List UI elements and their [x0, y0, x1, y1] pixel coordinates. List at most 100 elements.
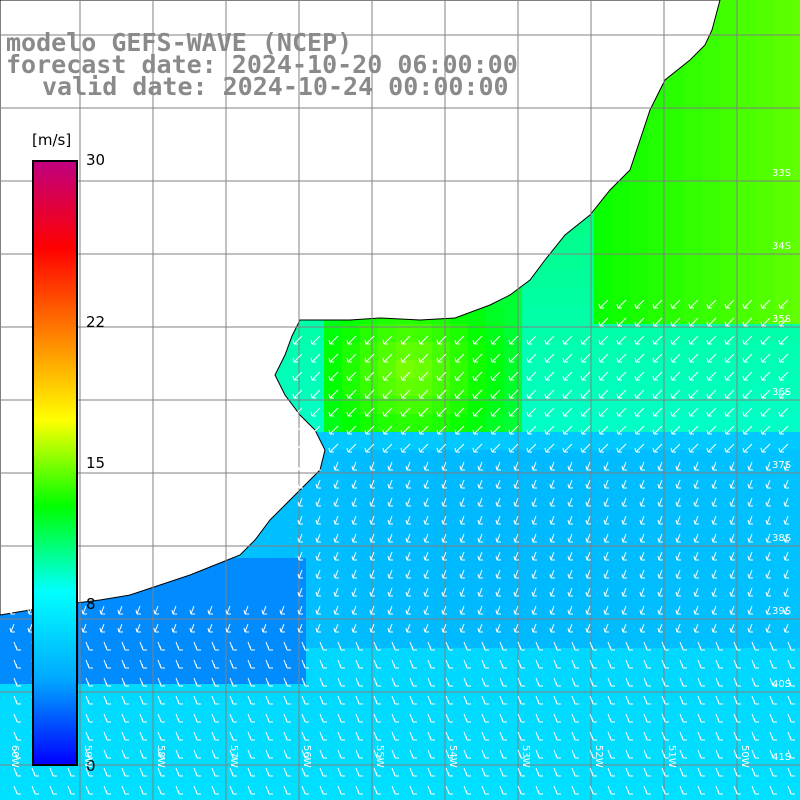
wind-arrow: [625, 713, 633, 723]
wind-arrow: [765, 551, 771, 561]
wind-arrow: [423, 587, 429, 597]
wind-arrow: [423, 497, 429, 507]
wind-arrow: [279, 605, 285, 615]
wind-arrow: [301, 731, 309, 741]
wind-arrow: [364, 407, 375, 417]
wind-arrow: [297, 587, 303, 597]
wind-arrow: [337, 767, 345, 777]
wind-arrow: [553, 785, 561, 795]
wind-arrow: [589, 767, 597, 777]
wind-arrow: [328, 353, 339, 363]
wind-arrow: [472, 353, 483, 363]
wind-arrow: [715, 749, 723, 759]
wind-arrow: [139, 641, 147, 651]
wind-arrow: [387, 497, 393, 507]
wind-arrow: [643, 713, 651, 723]
wind-arrow: [580, 335, 591, 345]
wind-arrow: [315, 587, 321, 597]
wind-arrow: [531, 461, 537, 471]
wind-arrow: [598, 353, 609, 363]
wind-arrow: [301, 785, 309, 795]
wind-arrow: [319, 713, 327, 723]
wind-arrow: [688, 299, 699, 309]
wind-arrow: [211, 731, 219, 741]
wind-arrow: [463, 659, 471, 669]
wind-arrow: [715, 677, 723, 687]
wind-arrow: [364, 335, 375, 345]
wind-arrow: [387, 587, 393, 597]
wind-arrow: [454, 389, 465, 399]
wind-arrow: [688, 389, 699, 399]
wind-arrow: [265, 749, 273, 759]
wind-arrow: [481, 695, 489, 705]
wind-arrow: [675, 623, 681, 633]
wind-arrow: [153, 623, 159, 633]
wind-arrow: [652, 371, 663, 381]
wind-arrow: [661, 713, 669, 723]
wind-arrow: [535, 713, 543, 723]
wind-arrow: [364, 443, 375, 453]
wind-arrow: [229, 713, 237, 723]
wind-arrow: [742, 317, 753, 327]
wind-arrow: [657, 569, 663, 579]
wind-arrow: [346, 335, 357, 345]
wind-arrow: [121, 785, 129, 795]
wind-arrow: [693, 533, 699, 543]
wind-arrow: [571, 641, 579, 651]
wind-arrow: [760, 407, 771, 417]
wind-arrow: [351, 569, 357, 579]
wind-arrow: [544, 389, 555, 399]
latitude-label: 40S: [772, 679, 792, 690]
wind-arrow: [553, 695, 561, 705]
wind-arrow: [319, 785, 327, 795]
wind-arrow: [760, 389, 771, 399]
wind-arrow: [333, 551, 339, 561]
wind-arrow: [625, 749, 633, 759]
wind-arrow: [567, 497, 573, 507]
wind-arrow: [405, 623, 411, 633]
wind-arrow: [117, 623, 123, 633]
wind-arrow: [616, 425, 627, 435]
wind-arrow: [787, 713, 795, 723]
wind-arrow: [409, 641, 417, 651]
wind-arrow: [765, 569, 771, 579]
wind-arrow: [693, 497, 699, 507]
wind-arrow: [670, 371, 681, 381]
wind-arrow: [454, 371, 465, 381]
wind-arrow: [715, 695, 723, 705]
wind-arrow: [675, 461, 681, 471]
wind-arrow: [706, 389, 717, 399]
wind-arrow: [427, 749, 435, 759]
wind-arrow: [508, 407, 519, 417]
wind-arrow: [85, 749, 93, 759]
wind-arrow: [729, 569, 735, 579]
wind-arrow: [585, 533, 591, 543]
wind-arrow: [121, 677, 129, 687]
wind-arrow: [585, 551, 591, 561]
wind-arrow: [715, 785, 723, 795]
wind-arrow: [715, 767, 723, 777]
wind-arrow: [355, 641, 363, 651]
wind-arrow: [679, 695, 687, 705]
wind-arrow: [549, 533, 555, 543]
wind-arrow: [139, 695, 147, 705]
wind-arrow: [787, 731, 795, 741]
wind-arrow: [85, 659, 93, 669]
wind-arrow: [526, 353, 537, 363]
wind-arrow: [211, 749, 219, 759]
colorbar: [32, 160, 78, 766]
wind-arrow: [229, 641, 237, 651]
wind-arrow: [436, 389, 447, 399]
wind-arrow: [175, 677, 183, 687]
wind-arrow: [297, 497, 303, 507]
wind-arrow: [189, 623, 195, 633]
wind-arrow: [333, 461, 339, 471]
wind-arrow: [580, 407, 591, 417]
wind-arrow: [121, 695, 129, 705]
wind-arrow: [445, 749, 453, 759]
wind-arrow: [549, 587, 555, 597]
wind-arrow: [711, 461, 717, 471]
colorbar-tick-label: 0: [86, 757, 96, 775]
wind-arrow: [459, 623, 465, 633]
wind-arrow: [382, 389, 393, 399]
